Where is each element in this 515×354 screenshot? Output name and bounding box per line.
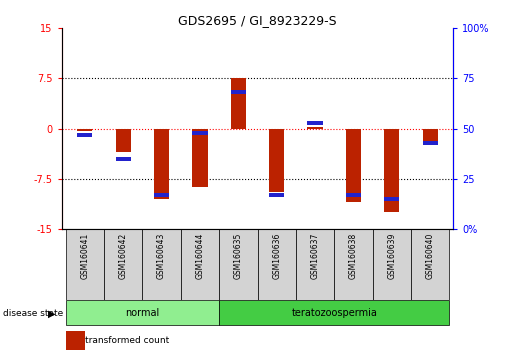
- Text: GSM160638: GSM160638: [349, 232, 358, 279]
- Bar: [373, 229, 411, 300]
- Bar: [77, 129, 93, 131]
- Text: disease state: disease state: [3, 309, 63, 318]
- Bar: [192, 129, 208, 187]
- Bar: [65, 229, 104, 300]
- Bar: [296, 229, 334, 300]
- Bar: [77, 132, 93, 137]
- Bar: [154, 193, 169, 197]
- Bar: [346, 193, 361, 197]
- Text: normal: normal: [125, 308, 160, 318]
- Bar: [422, 129, 438, 145]
- Bar: [384, 197, 400, 201]
- Bar: [231, 79, 246, 129]
- Text: GSM160635: GSM160635: [234, 232, 243, 279]
- Text: teratozoospermia: teratozoospermia: [291, 308, 377, 318]
- Bar: [269, 129, 284, 192]
- Text: ▶: ▶: [48, 308, 56, 318]
- Bar: [346, 129, 361, 202]
- Bar: [142, 229, 181, 300]
- Bar: [307, 126, 323, 129]
- Bar: [307, 120, 323, 125]
- Bar: [104, 229, 142, 300]
- Bar: [411, 229, 450, 300]
- Bar: [115, 129, 131, 152]
- Bar: [65, 300, 219, 325]
- Text: GSM160644: GSM160644: [195, 232, 204, 279]
- Bar: [192, 131, 208, 135]
- Bar: [231, 91, 246, 95]
- Bar: [258, 229, 296, 300]
- Bar: [65, 331, 85, 350]
- Text: GSM160643: GSM160643: [157, 232, 166, 279]
- Bar: [115, 156, 131, 161]
- Text: GSM160637: GSM160637: [311, 232, 320, 279]
- Title: GDS2695 / GI_8923229-S: GDS2695 / GI_8923229-S: [178, 14, 337, 27]
- Bar: [154, 129, 169, 199]
- Text: transformed count: transformed count: [85, 336, 169, 346]
- Bar: [269, 193, 284, 197]
- Text: GSM160640: GSM160640: [426, 232, 435, 279]
- Bar: [219, 300, 450, 325]
- Bar: [334, 229, 373, 300]
- Bar: [219, 229, 258, 300]
- Text: GSM160642: GSM160642: [118, 232, 128, 279]
- Text: GSM160639: GSM160639: [387, 232, 397, 279]
- Bar: [422, 141, 438, 144]
- Text: GSM160636: GSM160636: [272, 232, 281, 279]
- Bar: [384, 129, 400, 212]
- Bar: [181, 229, 219, 300]
- Text: GSM160641: GSM160641: [80, 232, 89, 279]
